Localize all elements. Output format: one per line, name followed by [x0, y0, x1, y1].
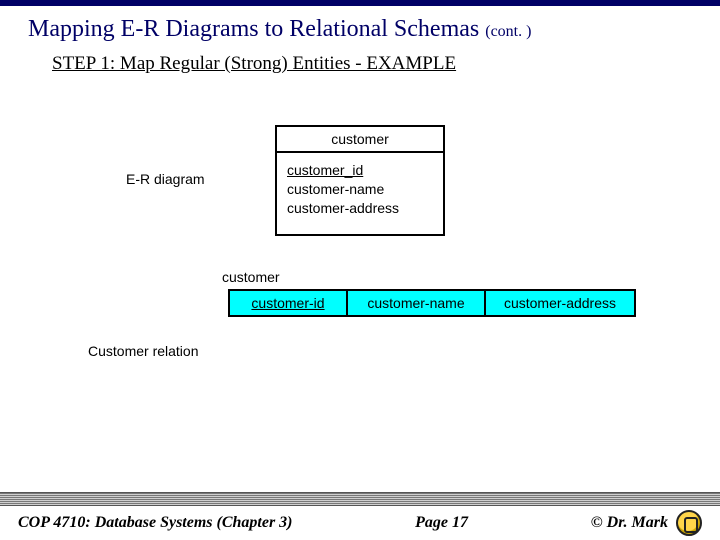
entity-attr-pk: customer_id [287, 161, 433, 180]
footer: COP 4710: Database Systems (Chapter 3) P… [0, 492, 720, 540]
slide-title-main: Mapping E-R Diagrams to Relational Schem… [28, 16, 479, 42]
entity-attr-3: customer-address [287, 199, 433, 218]
footer-right: © Dr. Mark [591, 510, 702, 536]
entity-name: customer [277, 127, 443, 153]
footer-text-row: COP 4710: Database Systems (Chapter 3) P… [0, 506, 720, 540]
entity-attributes: customer_id customer-name customer-addre… [277, 153, 443, 234]
step-heading: STEP 1: Map Regular (Strong) Entities - … [0, 47, 720, 75]
slide-title-cont: (cont. ) [485, 23, 531, 40]
er-diagram-label: E-R diagram [126, 171, 205, 187]
relation-col-2: customer-name [348, 289, 486, 317]
relation-schema-row: customer-id customer-name customer-addre… [228, 289, 636, 317]
footer-divider [0, 492, 720, 506]
slide-title: Mapping E-R Diagrams to Relational Schem… [0, 6, 720, 47]
footer-left: COP 4710: Database Systems (Chapter 3) [18, 514, 293, 532]
relation-name-label: customer [222, 269, 280, 285]
relation-col-1: customer-id [228, 289, 348, 317]
content-area: E-R diagram customer customer_id custome… [0, 75, 720, 455]
university-logo-icon [676, 510, 702, 536]
footer-author: © Dr. Mark [591, 514, 668, 532]
customer-relation-label: Customer relation [88, 343, 199, 359]
er-entity-box: customer customer_id customer-name custo… [275, 125, 445, 236]
entity-attr-2: customer-name [287, 180, 433, 199]
relation-col-3: customer-address [486, 289, 636, 317]
footer-page: Page 17 [293, 514, 591, 532]
